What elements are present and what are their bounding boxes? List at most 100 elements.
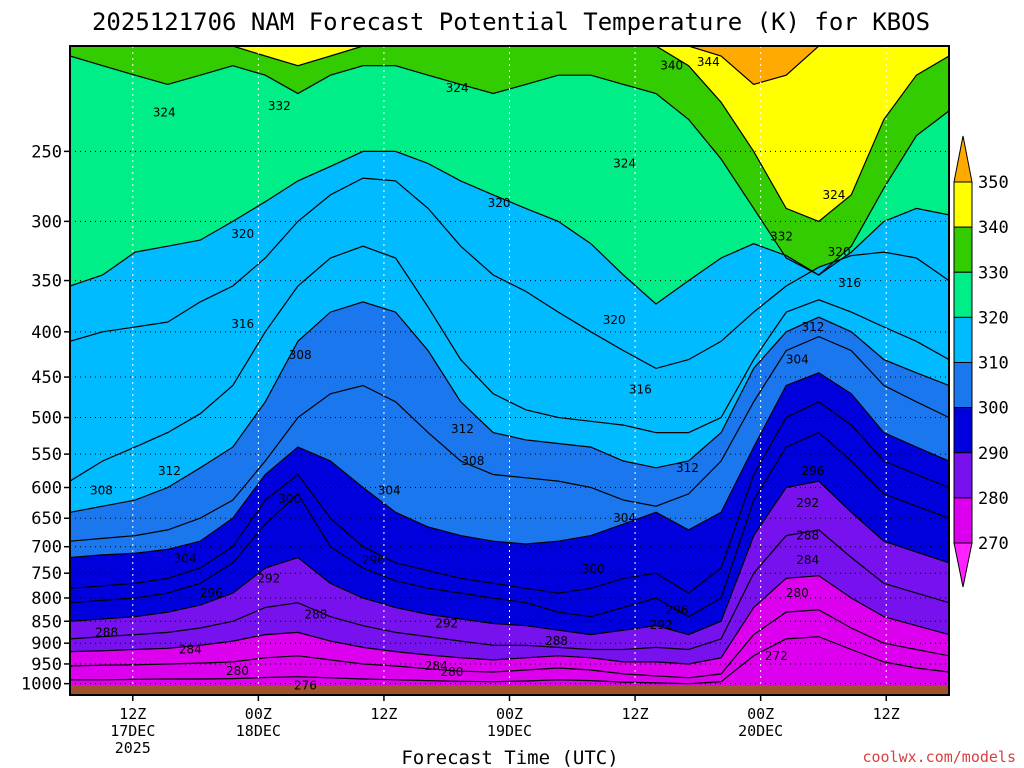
x-tick-label: 00Z [496, 705, 523, 723]
colorbar-band [953, 316, 973, 363]
y-tick-label: 300 [31, 212, 62, 232]
colorbar-tick-label: 270 [978, 534, 1009, 554]
contour-line-284 [70, 529, 949, 651]
x-tick-label: 18DEC [236, 722, 281, 740]
x-tick-label: 12Z [873, 705, 900, 723]
x-axis-label: Forecast Time (UTC) [401, 747, 618, 768]
grid-lines [70, 46, 949, 695]
y-tick-label: 350 [31, 272, 62, 292]
contour-label: 332 [268, 99, 291, 113]
y-tick-label: 600 [31, 479, 62, 499]
x-tick-label: 17DEC [110, 722, 155, 740]
contour-label: 340 [660, 59, 683, 73]
colorbar-band [953, 226, 973, 273]
contour-label: 300 [278, 492, 301, 506]
contour-label: 280 [226, 664, 249, 678]
y-tick-label: 450 [31, 368, 62, 388]
colorbar-band [953, 271, 973, 318]
contour-label: 288 [95, 625, 118, 639]
colorbar-tick-label: 280 [978, 489, 1009, 509]
contour-label: 320 [828, 245, 851, 259]
colorbar-over-arrow [953, 135, 973, 183]
colorbar-band [953, 362, 973, 409]
colorbar-band [953, 497, 973, 544]
contour-label: 292 [650, 618, 673, 632]
contour-label: 312 [802, 320, 825, 334]
contour-label: 316 [838, 276, 861, 290]
colorbar-tick-label: 330 [978, 263, 1009, 283]
contour-labels: 344 340 324 324 332 324 324 320 320 332 320 316 320 3… [90, 55, 861, 693]
terrain-band [70, 685, 949, 695]
y-tick-label: 250 [31, 142, 62, 162]
y-tick-label: 950 [31, 655, 62, 675]
contour-line-332 [70, 46, 949, 223]
contour-label: 312 [451, 422, 474, 436]
contour-label: 296 [802, 464, 825, 478]
contour-label: 288 [304, 607, 327, 621]
contour-line-320 [70, 150, 949, 305]
x-tick-label: 12Z [119, 705, 146, 723]
x-tick-label: 12Z [370, 705, 397, 723]
contour-label: 304 [613, 511, 636, 525]
y-tick-label: 800 [31, 589, 62, 609]
contour-label: 292 [257, 571, 280, 585]
source-credit: coolwx.com/models [862, 748, 1016, 766]
colorbar-tick-label: 310 [978, 354, 1009, 374]
y-tick-label: 1000 [21, 675, 62, 695]
contour-label: 292 [435, 617, 458, 631]
contour-label: 300 [582, 562, 605, 576]
contour-label: 312 [158, 464, 181, 478]
contour-label: 320 [231, 227, 254, 241]
contour-line-288 [70, 480, 949, 636]
x-tick-label: 00Z [747, 705, 774, 723]
contour-label: 280 [440, 665, 463, 679]
colorbar-band [953, 407, 973, 454]
x-tick-label: 12Z [622, 705, 649, 723]
contour-line-304 [70, 335, 949, 542]
contour-label: 280 [786, 586, 809, 600]
contour-line-344 [70, 46, 949, 86]
contour-label: 276 [294, 679, 317, 693]
colorbar-tick-label: 320 [978, 308, 1009, 328]
contour-label: 312 [676, 461, 699, 475]
chart-title: 2025121706 NAM Forecast Potential Temper… [92, 8, 930, 36]
contour-label: 296 [200, 586, 223, 600]
colorbar-band [953, 181, 973, 228]
contour-label: 296 [665, 603, 688, 617]
contour-label: 296 [362, 553, 385, 567]
x-tick-label: 20DEC [738, 722, 783, 740]
y-axis: 2503003504004505005506006507007508008509… [21, 142, 70, 695]
contour-label: 324 [613, 156, 636, 170]
y-tick-label: 400 [31, 323, 62, 343]
colorbar-band [953, 452, 973, 499]
contour-label: 344 [697, 55, 720, 69]
x-tick-label: 19DEC [487, 722, 532, 740]
contour-label: 288 [796, 529, 819, 543]
x-tick-label: 2025 [115, 739, 151, 757]
contour-label: 292 [796, 496, 819, 510]
colorbar-legend: 350 340 330 320 310 300 290 280 270 [953, 135, 1009, 588]
y-tick-label: 650 [31, 509, 62, 529]
colorbar-under-arrow [953, 542, 973, 588]
y-tick-label: 700 [31, 538, 62, 558]
contour-line-300 [70, 372, 949, 559]
contour-label: 308 [90, 484, 113, 498]
contour-line-272 [70, 636, 949, 685]
contour-label: 332 [770, 229, 793, 243]
contour-line-316 [70, 177, 949, 370]
contour-label: 304 [786, 353, 809, 367]
contour-label: 308 [289, 348, 312, 362]
contour-label: 324 [822, 188, 845, 202]
y-tick-label: 850 [31, 612, 62, 632]
colorbar-tick-label: 340 [978, 218, 1009, 238]
contour-label: 272 [765, 649, 788, 663]
x-tick-label: 00Z [245, 705, 272, 723]
y-tick-label: 500 [31, 409, 62, 429]
contour-label: 324 [446, 81, 469, 95]
colorbar-tick-label: 300 [978, 399, 1009, 419]
colorbar-tick-label: 350 [978, 173, 1009, 193]
contour-label: 308 [461, 454, 484, 468]
contour-label: 284 [796, 553, 819, 567]
contour-line-296 [70, 401, 949, 594]
